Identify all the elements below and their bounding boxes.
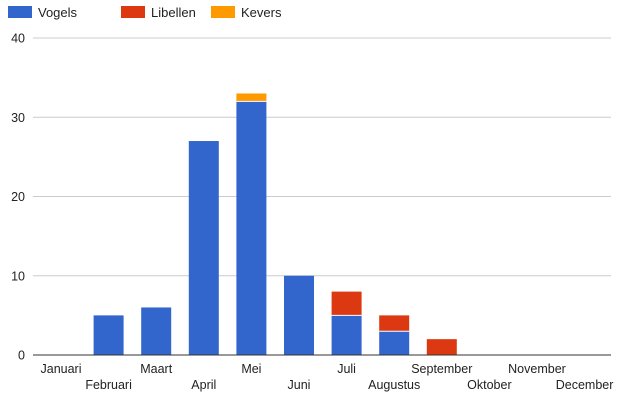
x-tick-label: Januari xyxy=(41,362,82,376)
y-tick-label: 40 xyxy=(11,32,25,46)
bars xyxy=(93,93,457,356)
x-tick-label: Juni xyxy=(288,378,311,392)
bar-vogels-juli xyxy=(331,315,362,355)
bar-vogels-februari xyxy=(93,315,124,355)
y-tick-label: 20 xyxy=(11,190,25,204)
legend-label: Libellen xyxy=(151,5,196,20)
bar-libellen-juli xyxy=(331,291,362,316)
legend: Vogels Libellen Kevers xyxy=(8,5,282,20)
x-tick-label: Juli xyxy=(337,362,356,376)
x-tick-label: April xyxy=(191,378,216,392)
legend-label: Kevers xyxy=(241,5,282,20)
bar-vogels-augustus xyxy=(379,331,410,355)
x-tick-label: Mei xyxy=(241,362,261,376)
x-tick-label: Oktober xyxy=(467,378,511,392)
x-tick-label: September xyxy=(411,362,472,376)
bar-vogels-juni xyxy=(284,275,314,355)
x-tick-label: November xyxy=(508,362,566,376)
x-tick-label: Februari xyxy=(85,378,132,392)
y-tick-label: 10 xyxy=(11,269,25,283)
y-tick-label: 0 xyxy=(18,349,25,363)
y-tick-label: 30 xyxy=(11,111,25,125)
x-tick-label: December xyxy=(556,378,614,392)
bar-vogels-maart xyxy=(141,307,172,355)
x-tick-label: Augustus xyxy=(368,378,420,392)
bar-vogels-mei xyxy=(236,101,267,356)
legend-item-vogels: Vogels xyxy=(8,5,78,20)
bar-libellen-augustus xyxy=(379,315,410,332)
legend-item-kevers: Kevers xyxy=(211,5,282,20)
legend-swatch xyxy=(121,6,145,18)
bar-kevers-mei xyxy=(236,93,267,102)
legend-item-libellen: Libellen xyxy=(121,5,196,20)
gridlines xyxy=(33,37,611,277)
bar-libellen-september xyxy=(426,339,457,355)
legend-swatch xyxy=(211,6,235,18)
x-tick-label: Maart xyxy=(140,362,172,376)
bar-vogels-april xyxy=(188,141,219,355)
legend-label: Vogels xyxy=(38,5,78,20)
legend-swatch xyxy=(8,6,32,18)
